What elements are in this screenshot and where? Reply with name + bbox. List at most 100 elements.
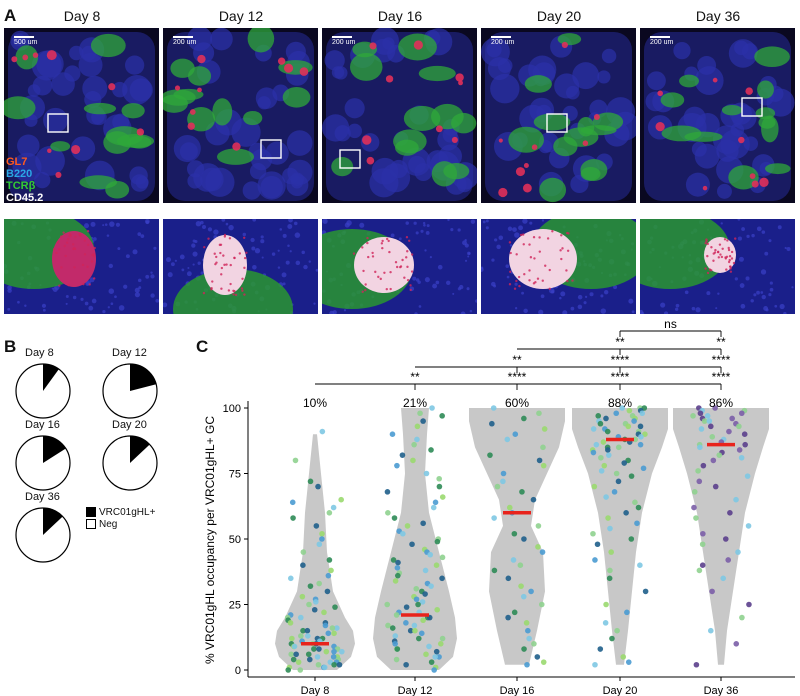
data-point xyxy=(741,431,748,438)
data-point xyxy=(306,601,312,608)
data-point xyxy=(605,452,612,458)
data-point xyxy=(298,633,304,639)
pie-slice-positive xyxy=(130,364,157,391)
panel-a-day-label: Day 20 xyxy=(536,8,582,24)
data-point xyxy=(744,473,751,479)
data-point xyxy=(700,462,707,469)
pie-legend: VRC01gHL+ Neg xyxy=(86,507,155,531)
data-point xyxy=(331,630,337,637)
significance-label: ** xyxy=(512,353,522,367)
data-point xyxy=(338,496,344,503)
micrograph-overview: 200 um xyxy=(481,28,636,203)
data-point xyxy=(328,567,334,574)
data-point xyxy=(417,410,423,417)
pie-chart xyxy=(15,435,71,491)
pie-label: Day 20 xyxy=(112,419,147,431)
data-point xyxy=(614,627,620,634)
data-point xyxy=(615,478,622,485)
data-point xyxy=(712,405,718,411)
data-point xyxy=(409,541,415,548)
data-point xyxy=(505,614,511,621)
channel-legend: GL7 B220 TCRβ CD45.2 xyxy=(6,156,43,204)
data-point xyxy=(693,515,699,521)
channel-b220: B220 xyxy=(6,168,33,180)
data-point xyxy=(697,444,703,451)
data-point xyxy=(500,470,507,477)
data-point xyxy=(699,562,706,568)
data-point xyxy=(336,661,343,668)
data-point xyxy=(434,606,440,613)
data-point xyxy=(607,567,613,574)
pie-slice-positive xyxy=(43,364,59,391)
data-point xyxy=(608,549,614,555)
data-point xyxy=(432,654,439,660)
data-point xyxy=(287,620,294,626)
pie-chart xyxy=(102,435,158,491)
data-point xyxy=(710,457,717,464)
significance-label: ** xyxy=(716,335,726,349)
data-point xyxy=(331,661,337,668)
micrograph-zoom xyxy=(481,219,636,314)
data-point xyxy=(609,635,615,642)
data-point xyxy=(707,423,714,430)
x-tick-label: Day 16 xyxy=(500,685,535,696)
data-point xyxy=(628,473,635,479)
data-point xyxy=(523,620,530,626)
data-point xyxy=(693,661,700,668)
data-point xyxy=(490,405,497,411)
data-point xyxy=(491,567,498,574)
data-point xyxy=(707,627,714,634)
panel-b-letter: B xyxy=(4,337,17,356)
data-point xyxy=(540,659,547,665)
x-tick-label: Day 20 xyxy=(603,685,638,696)
data-point xyxy=(733,641,740,647)
data-point xyxy=(623,510,629,516)
data-point xyxy=(520,593,527,600)
data-point xyxy=(385,510,391,516)
data-point xyxy=(321,609,327,616)
data-point xyxy=(297,667,304,673)
data-point xyxy=(621,460,628,466)
micrograph-texture xyxy=(322,28,477,203)
violin-shape xyxy=(373,408,457,670)
data-point xyxy=(604,428,611,435)
data-point xyxy=(695,468,701,474)
data-point xyxy=(637,441,644,448)
data-point xyxy=(319,530,325,537)
data-point xyxy=(632,499,638,506)
data-point xyxy=(403,620,409,626)
data-point xyxy=(597,420,604,427)
data-point xyxy=(439,413,445,419)
data-point xyxy=(536,410,542,417)
data-point xyxy=(428,447,434,453)
data-point xyxy=(535,523,542,529)
data-point xyxy=(437,641,444,647)
data-point xyxy=(619,405,625,411)
data-point xyxy=(541,426,548,432)
data-point xyxy=(735,549,741,555)
micrograph-zoom xyxy=(640,219,795,314)
data-point xyxy=(635,504,642,511)
data-point xyxy=(399,452,406,458)
panel-a-day-label: Day 12 xyxy=(218,8,264,24)
data-point xyxy=(701,418,708,424)
data-point xyxy=(416,635,422,642)
significance-label: **** xyxy=(712,353,731,367)
significance-label: **** xyxy=(611,370,630,384)
violin-shape xyxy=(275,434,355,670)
data-point xyxy=(642,588,649,595)
data-point xyxy=(746,601,752,608)
data-point xyxy=(413,596,420,603)
negative-swatch xyxy=(86,519,96,530)
data-point xyxy=(407,627,414,634)
data-point xyxy=(524,661,530,668)
micrograph-texture xyxy=(640,219,795,314)
data-point xyxy=(595,413,602,419)
data-point xyxy=(305,651,312,658)
data-point xyxy=(325,572,332,579)
y-axis-label: % VRC01gHL occupancy per VRC01gHL+ GC xyxy=(203,416,217,664)
panel-a-letter: A xyxy=(4,6,17,25)
micrograph-texture xyxy=(163,219,318,314)
data-point xyxy=(598,468,605,474)
data-point xyxy=(394,572,401,579)
